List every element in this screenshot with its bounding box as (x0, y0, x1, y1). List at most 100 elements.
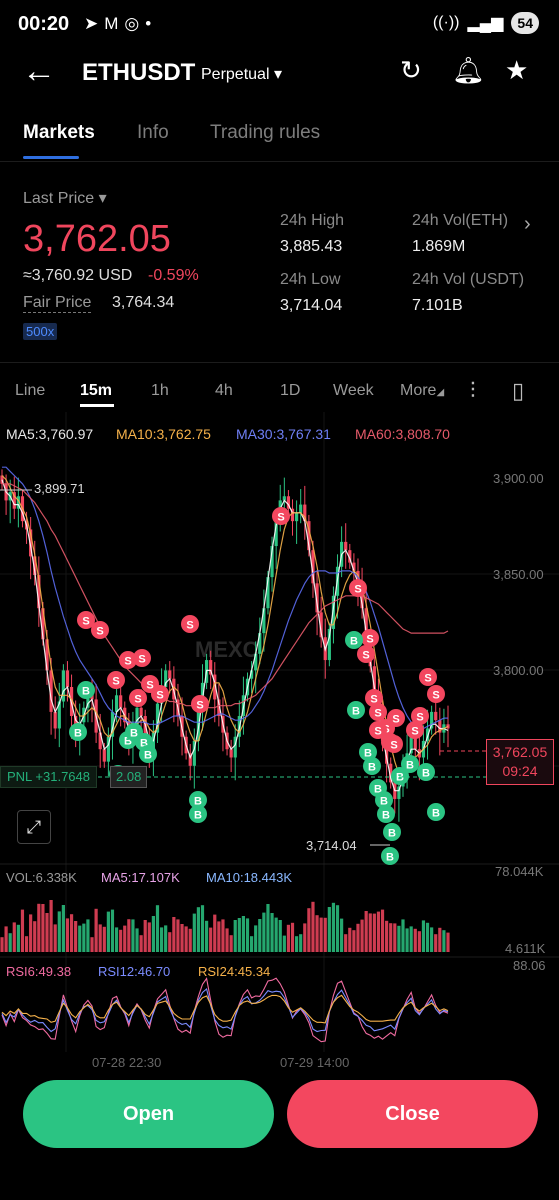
sell-marker-label: S (432, 690, 439, 702)
sell-marker-label: S (370, 694, 377, 706)
volume-bar (0, 937, 4, 952)
volume-bar (237, 918, 241, 952)
buy-marker-label: B (422, 768, 430, 780)
telegram-icon: ➤ (84, 14, 105, 33)
sell-marker (387, 709, 405, 727)
contract-type-selector[interactable]: Perpetual ▾ (201, 64, 282, 84)
volume-bar (192, 913, 196, 952)
sell-marker-label: S (354, 584, 361, 596)
buy-marker (359, 743, 377, 761)
buy-marker (139, 745, 157, 763)
buy-marker (189, 791, 207, 809)
candle-body (352, 562, 356, 571)
interval-4h[interactable]: 4h (215, 382, 233, 399)
volume-bar (364, 911, 368, 952)
indicator-settings-icon[interactable]: ⫶ (470, 378, 476, 403)
sell-marker-label: S (374, 726, 381, 738)
price-chart[interactable]: MEXC SSSSSSSSSSSSSSSSSSSSSSSSSBBBBBBBBBB… (0, 412, 559, 1072)
volume-bar (213, 914, 217, 952)
sell-marker-label: S (424, 673, 431, 685)
chart-settings-icon[interactable]: ▯ (512, 378, 525, 403)
candle-body (164, 670, 168, 687)
sell-marker-label: S (277, 512, 284, 524)
fair-price-label[interactable]: Fair Price (23, 294, 92, 313)
last-price: 3,762.05 (23, 218, 171, 260)
symbol-title[interactable]: ETHUSDT (82, 59, 196, 86)
vol-eth-label: 24h Vol(ETH) (412, 212, 509, 229)
pnl-badge[interactable]: PNL +31.7648 (0, 766, 98, 788)
volume-bar (119, 929, 123, 952)
tab-trading-rules[interactable]: Trading rules (210, 122, 321, 143)
candle-body (86, 691, 90, 708)
low-24h-label: 24h Low (280, 271, 341, 288)
volume-axis-min: 4.611K (505, 941, 546, 956)
vol-eth-value: 1.869M (412, 238, 466, 255)
sell-marker (385, 735, 403, 753)
bell-icon[interactable]: 🔔︎ (452, 55, 486, 85)
candle-body (434, 711, 438, 721)
candle-body (16, 496, 20, 509)
volume-bar (123, 925, 127, 952)
volume-bar (245, 918, 250, 952)
interval-more-label: More (400, 382, 437, 399)
buy-marker (347, 701, 365, 719)
interval-1h[interactable]: 1h (151, 382, 169, 399)
candle-body (364, 608, 368, 640)
sell-marker-label: S (416, 712, 423, 724)
volume-bar (69, 914, 74, 952)
volume-bar (8, 933, 12, 952)
sell-marker (357, 645, 375, 663)
volume-bar (155, 905, 160, 952)
candle-body (307, 521, 311, 551)
interval-more[interactable]: More◢ (400, 382, 444, 400)
volume-bar (434, 934, 438, 952)
volume-bar (327, 907, 331, 952)
last-price-selector[interactable]: Last Price ▾ (23, 188, 107, 208)
tab-markets[interactable]: Markets (23, 122, 95, 143)
position-qty-badge[interactable]: 2.08 (110, 766, 148, 788)
volume-bar (282, 935, 286, 952)
chevron-right-icon[interactable]: › (524, 213, 531, 235)
volume-bar (258, 919, 262, 952)
open-position-button[interactable]: Open (23, 1080, 274, 1148)
sell-marker (427, 685, 445, 703)
share-icon[interactable]: ↻ (400, 55, 422, 85)
volume-bar (262, 912, 266, 952)
volume-bar (164, 925, 168, 952)
volume-bar (82, 923, 86, 952)
candle-body (106, 736, 110, 762)
sell-marker (181, 615, 199, 633)
candle-body (254, 653, 258, 671)
volume-bar (94, 908, 98, 952)
volume-bar (266, 904, 270, 952)
volume-bar (12, 922, 16, 952)
candle-body (229, 749, 233, 758)
close-position-button[interactable]: Close (287, 1080, 538, 1148)
buy-marker (77, 681, 95, 699)
volume-bar (344, 934, 348, 952)
sell-marker (369, 721, 387, 739)
interval-line[interactable]: Line (15, 382, 46, 399)
candle-body (315, 583, 319, 613)
buy-marker-label: B (124, 736, 132, 748)
volume-bar (278, 920, 282, 952)
volume-bar (49, 900, 53, 952)
interval-15m[interactable]: 15m (80, 382, 113, 399)
candle-body (41, 608, 45, 640)
back-arrow-icon[interactable]: ← (22, 52, 56, 90)
interval-1d[interactable]: 1D (280, 382, 301, 399)
ma30-legend: MA30:3,767.31 (236, 426, 331, 442)
volume-bar (98, 924, 102, 952)
interval-week[interactable]: Week (333, 382, 374, 399)
expand-chart-icon[interactable]: ⤢ (17, 810, 51, 844)
time-axis-label: 07-29 14:00 (280, 1055, 350, 1070)
candle-body (114, 695, 119, 712)
star-icon[interactable]: ★ (505, 55, 529, 85)
buy-marker-label: B (350, 636, 358, 648)
volume-bar (61, 905, 65, 952)
buy-marker-label: B (386, 852, 394, 864)
price-axis-label: 3,900.00 (493, 471, 544, 486)
candle-body (438, 720, 442, 733)
tab-info[interactable]: Info (137, 122, 169, 143)
buy-marker (375, 791, 393, 809)
